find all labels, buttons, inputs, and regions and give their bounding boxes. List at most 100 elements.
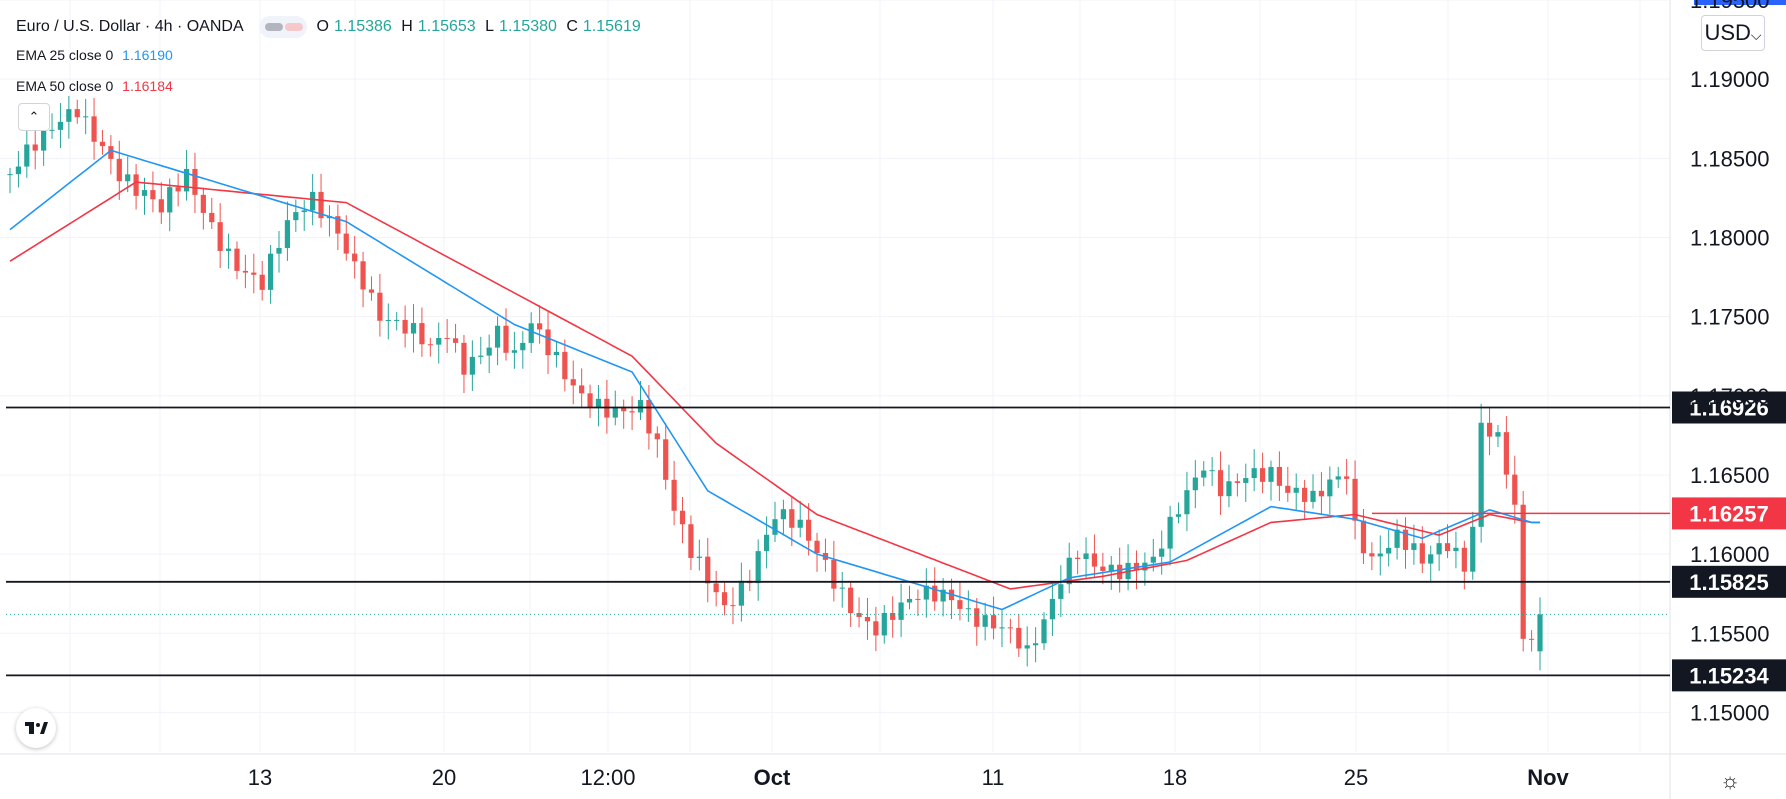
candle-body [1537, 614, 1543, 652]
candle-body [806, 519, 812, 541]
candle-body [7, 174, 13, 176]
candle-body [24, 144, 30, 167]
candle-body [284, 220, 291, 249]
legend-ema50[interactable]: EMA 50 close 0 1.16184 [16, 78, 178, 94]
candle-body [1377, 553, 1383, 557]
candle-body [932, 585, 938, 602]
candle-body [570, 379, 576, 386]
candle-body [377, 292, 383, 321]
candle-body [814, 540, 820, 553]
candle-body [209, 212, 215, 223]
candle-body [890, 612, 896, 620]
candle-body [629, 411, 635, 413]
candle-body [167, 187, 173, 213]
candle-body [553, 351, 560, 356]
candle-body [671, 479, 677, 511]
candle-body [183, 168, 190, 192]
gear-icon[interactable]: ☼ [1720, 768, 1741, 793]
y-axis[interactable]: 1.15000 1.15500 1.16000 1.16500 1.17000 1.175… [1690, 0, 1770, 725]
chevron-down-icon: ⌵ [1750, 27, 1762, 43]
candle-body [1478, 422, 1484, 527]
candle-body [864, 616, 871, 622]
candle-body [310, 191, 316, 211]
candle-body [1108, 564, 1114, 571]
candle-body [1344, 476, 1350, 479]
candle-body [923, 585, 929, 600]
candle-body [49, 129, 55, 131]
currency-button[interactable]: USD⌵ [1701, 15, 1765, 51]
tradingview-logo[interactable] [16, 708, 56, 748]
ema25-label[interactable]: EMA 25 close 0 [16, 47, 114, 63]
candle-body [738, 580, 744, 606]
y-tick-label: 1.18500 [1690, 146, 1770, 171]
candle-body [1226, 481, 1232, 497]
candle-body [1318, 490, 1325, 497]
candle-body [1293, 487, 1299, 493]
legend-ema25[interactable]: EMA 25 close 0 1.16190 [16, 47, 178, 63]
candle-body [1201, 470, 1207, 478]
candle-body [646, 400, 652, 434]
candle-body [1310, 490, 1316, 502]
candle-body [318, 191, 324, 219]
candle-body [1049, 598, 1056, 620]
candle-body [1503, 432, 1509, 475]
candle-body [1192, 477, 1198, 491]
candle-body [461, 342, 467, 375]
candle-body [1436, 543, 1442, 555]
candle-body [1486, 422, 1493, 437]
price-level-label-bg [1672, 497, 1786, 530]
candle-body [873, 621, 879, 636]
candle-body [276, 248, 282, 254]
candle-body [1453, 547, 1459, 552]
ohlc-c-label: C [566, 18, 578, 36]
candle-body [1268, 466, 1274, 482]
symbol-title[interactable]: Euro / U.S. Dollar · 4h · OANDA [16, 18, 244, 36]
ohlc-o-label: O [316, 18, 329, 36]
candle-body [621, 406, 627, 412]
y-tick-label: 1.18000 [1690, 225, 1770, 250]
candle-body [368, 289, 375, 293]
candle-body [1528, 638, 1535, 640]
candle-body [562, 351, 568, 380]
candle-body [1327, 479, 1333, 497]
candle-body [1394, 529, 1400, 548]
y-tick-label: 1.16000 [1690, 542, 1770, 567]
candle-body [990, 615, 997, 629]
candle-body [1335, 476, 1341, 480]
candle-body [1352, 478, 1358, 521]
candle-body [66, 109, 72, 122]
candle-body [679, 510, 686, 525]
candle-body [1058, 584, 1064, 599]
x-axis[interactable]: 13 20 12:00 Oct 11 18 25 Nov [248, 765, 1570, 790]
x-tick-label: 20 [432, 765, 456, 790]
candle-body [251, 272, 257, 275]
legend-main[interactable]: Euro / U.S. Dollar · 4h · OANDA O 1.15386… [16, 16, 646, 38]
ema50-label[interactable]: EMA 50 close 0 [16, 78, 114, 94]
candle-body [1402, 529, 1409, 550]
candle-body [1302, 487, 1308, 502]
x-tick-label: Oct [754, 765, 791, 790]
price-levels[interactable]: 1.16926 1.15825 1.15234 1.16257 [6, 391, 1786, 692]
ohlc-close: 1.15619 [582, 18, 641, 36]
price-level-label: 1.16257 [1689, 501, 1769, 526]
candle-body [974, 608, 980, 627]
candle-body [1495, 432, 1501, 437]
visibility-toggle[interactable] [259, 16, 308, 38]
candle-body [1024, 645, 1030, 649]
candle-body [1075, 557, 1081, 560]
candle-body [444, 338, 450, 340]
candle-body [41, 130, 47, 151]
candle-body [528, 323, 534, 343]
candle-body [1007, 627, 1013, 629]
ohlc-low: 1.15380 [499, 18, 557, 36]
candle-body [419, 323, 425, 345]
price-level-label: 1.15234 [1689, 663, 1769, 688]
x-tick-label: 13 [248, 765, 272, 790]
candle-body [267, 253, 274, 290]
candle-body [1209, 470, 1215, 472]
candle-body [352, 253, 358, 262]
candle-body [848, 587, 854, 614]
candle-body [545, 329, 551, 356]
collapse-legend-button[interactable]: ⌃ [18, 103, 50, 131]
